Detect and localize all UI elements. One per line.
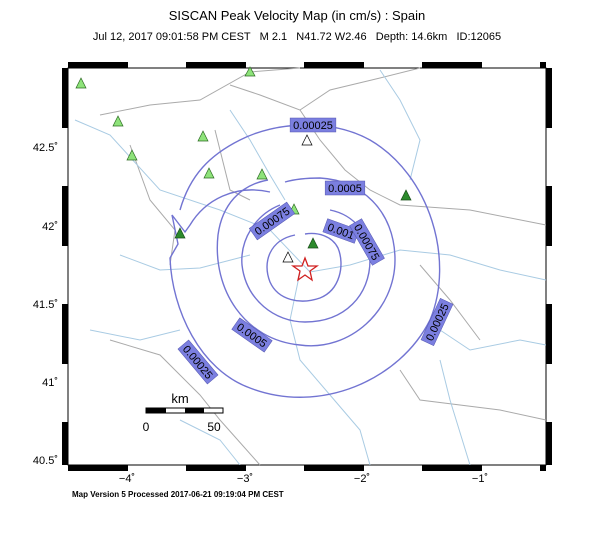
subtitle: Jul 12, 2017 09:01:58 PM CEST M 2.1 N41.… [93,31,501,43]
lat-label: 41.5˚ [33,299,58,311]
lat-label: 40.5˚ [33,455,58,467]
contour-label: 0.0005 [324,180,366,196]
contour-label-text: 0.0005 [328,183,362,195]
scale-unit: km [171,391,188,406]
title: SISCAN Peak Velocity Map (in cm/s) : Spa… [169,8,425,23]
map [62,62,552,471]
lat-label: 41˚ [42,377,58,389]
contour-label: 0.00025 [289,117,337,133]
lat-label: 42˚ [42,221,58,233]
scale-start: 0 [143,420,150,434]
contour-label-text: 0.00025 [293,120,333,132]
contour-label-box [324,180,366,196]
contour-label-box [289,117,337,133]
lat-label: 42.5˚ [33,142,58,154]
contour-label-box [177,339,219,385]
lon-label: −1˚ [472,473,488,485]
contour-label-box [231,317,273,353]
contour-label-box [248,201,296,241]
lon-label: −4˚ [119,473,135,485]
contour-label-box [420,297,454,347]
lon-label: −3˚ [237,473,253,485]
contour-label-box [349,218,385,266]
footer: Map Version 5 Processed 2017-06-21 09:19… [72,490,284,499]
lon-label: −2˚ [354,473,370,485]
scale-end: 50 [207,420,221,434]
